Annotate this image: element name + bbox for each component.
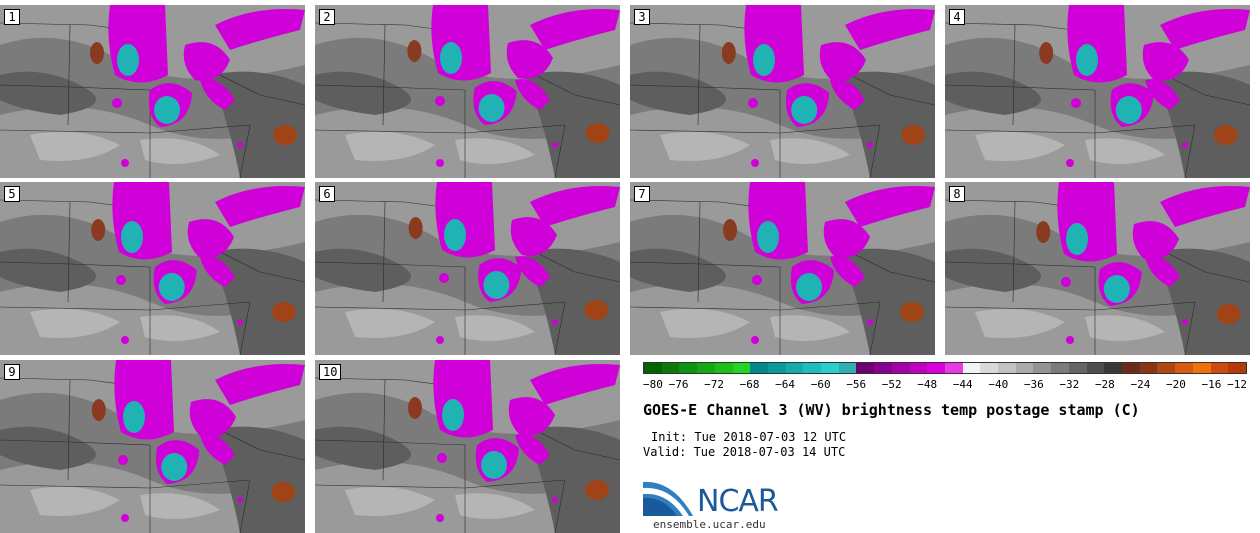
map-panel: 8 (945, 182, 1250, 355)
map-panel: 3 (630, 5, 935, 178)
colorbar (643, 362, 1247, 374)
colorbar-swatch (803, 363, 822, 373)
map-panel: 7 (630, 182, 935, 355)
colorbar-swatch (927, 363, 945, 373)
valid-time: Valid: Tue 2018-07-03 14 UTC (643, 445, 846, 459)
colorbar-swatch (891, 363, 910, 373)
panel-number: 4 (949, 9, 965, 25)
colorbar-swatch (1068, 363, 1087, 373)
colorbar-tick-label: −72 (704, 378, 724, 391)
map-panel: 2 (315, 5, 620, 178)
colorbar-swatch (1051, 363, 1069, 373)
colorbar-swatch (1015, 363, 1034, 373)
colorbar-swatch (821, 363, 839, 373)
colorbar-swatch (1121, 363, 1140, 373)
colorbar-tick-label: −44 (952, 378, 973, 391)
colorbar-swatch (1228, 363, 1246, 373)
colorbar-tick-label: −76 (668, 378, 689, 391)
colorbar-tick-label: −24 (1130, 378, 1151, 391)
colorbar-tick-label: −48 (917, 378, 938, 391)
map-panel: 5 (0, 182, 305, 355)
colorbar-tick-label: −52 (881, 378, 902, 391)
panel-number: 5 (4, 186, 20, 202)
colorbar-swatch (874, 363, 892, 373)
colorbar-swatch (661, 363, 680, 373)
map-panel: 9 (0, 360, 305, 533)
colorbar-tick-label: −12 (1227, 378, 1247, 391)
panel-number: 9 (4, 364, 20, 380)
colorbar-tick-label: −80 (643, 378, 663, 391)
colorbar-tick-label: −56 (846, 378, 867, 391)
colorbar-tick-label: −20 (1166, 378, 1186, 391)
panel-number: 6 (319, 186, 335, 202)
map-panel: 4 (945, 5, 1250, 178)
colorbar-tick-label: −60 (810, 378, 831, 391)
colorbar-swatch (962, 363, 981, 373)
colorbar-tick-label: −36 (1023, 378, 1044, 391)
colorbar-swatch (679, 363, 698, 373)
colorbar-swatch (732, 363, 751, 373)
colorbar-tick-label: −68 (739, 378, 760, 391)
colorbar-swatch (998, 363, 1016, 373)
colorbar-swatch (785, 363, 804, 373)
colorbar-tick-label: −16 (1201, 378, 1222, 391)
panel-number: 1 (4, 9, 20, 25)
colorbar-ticks: −80 −76 −72 −68 −64 −60 −56 −52 −48 −44 −40 −36 −32 −… (643, 378, 1247, 394)
colorbar-swatch (944, 363, 963, 373)
colorbar-swatch (644, 363, 662, 373)
ncar-logo-icon (643, 481, 693, 516)
colorbar-swatch (1139, 363, 1158, 373)
panel-number: 7 (634, 186, 650, 202)
panel-number: 10 (319, 364, 342, 380)
colorbar-swatch (856, 363, 875, 373)
panel-number: 2 (319, 9, 335, 25)
panel-number: 3 (634, 9, 650, 25)
colorbar-swatch (1210, 363, 1229, 373)
colorbar-swatch (1033, 363, 1052, 373)
colorbar-swatch (838, 363, 857, 373)
panel-number: 8 (949, 186, 965, 202)
map-panel: 6 (315, 182, 620, 355)
map-panel: 1 (0, 5, 305, 178)
colorbar-swatch (980, 363, 999, 373)
colorbar-swatch (714, 363, 733, 373)
colorbar-swatch (767, 363, 786, 373)
colorbar-swatch (1192, 363, 1211, 373)
colorbar-swatch (697, 363, 715, 373)
colorbar-tick-label: −28 (1094, 378, 1115, 391)
colorbar-tick-label: −64 (775, 378, 796, 391)
colorbar-tick-label: −32 (1059, 378, 1080, 391)
init-time: Init: Tue 2018-07-03 12 UTC (651, 430, 847, 444)
colorbar-swatch (1157, 363, 1176, 373)
site-url: ensemble.ucar.edu (653, 518, 766, 531)
colorbar-tick-label: −40 (988, 378, 1009, 391)
map-panel: 10 (315, 360, 620, 533)
colorbar-swatch (909, 363, 928, 373)
plot-title: GOES-E Channel 3 (WV) brightness temp po… (643, 401, 1140, 419)
colorbar-swatch (750, 363, 768, 373)
colorbar-swatch (1086, 363, 1105, 373)
colorbar-swatch (1104, 363, 1122, 373)
colorbar-swatch (1175, 363, 1193, 373)
ncar-logo-text: NCAR (697, 484, 779, 519)
